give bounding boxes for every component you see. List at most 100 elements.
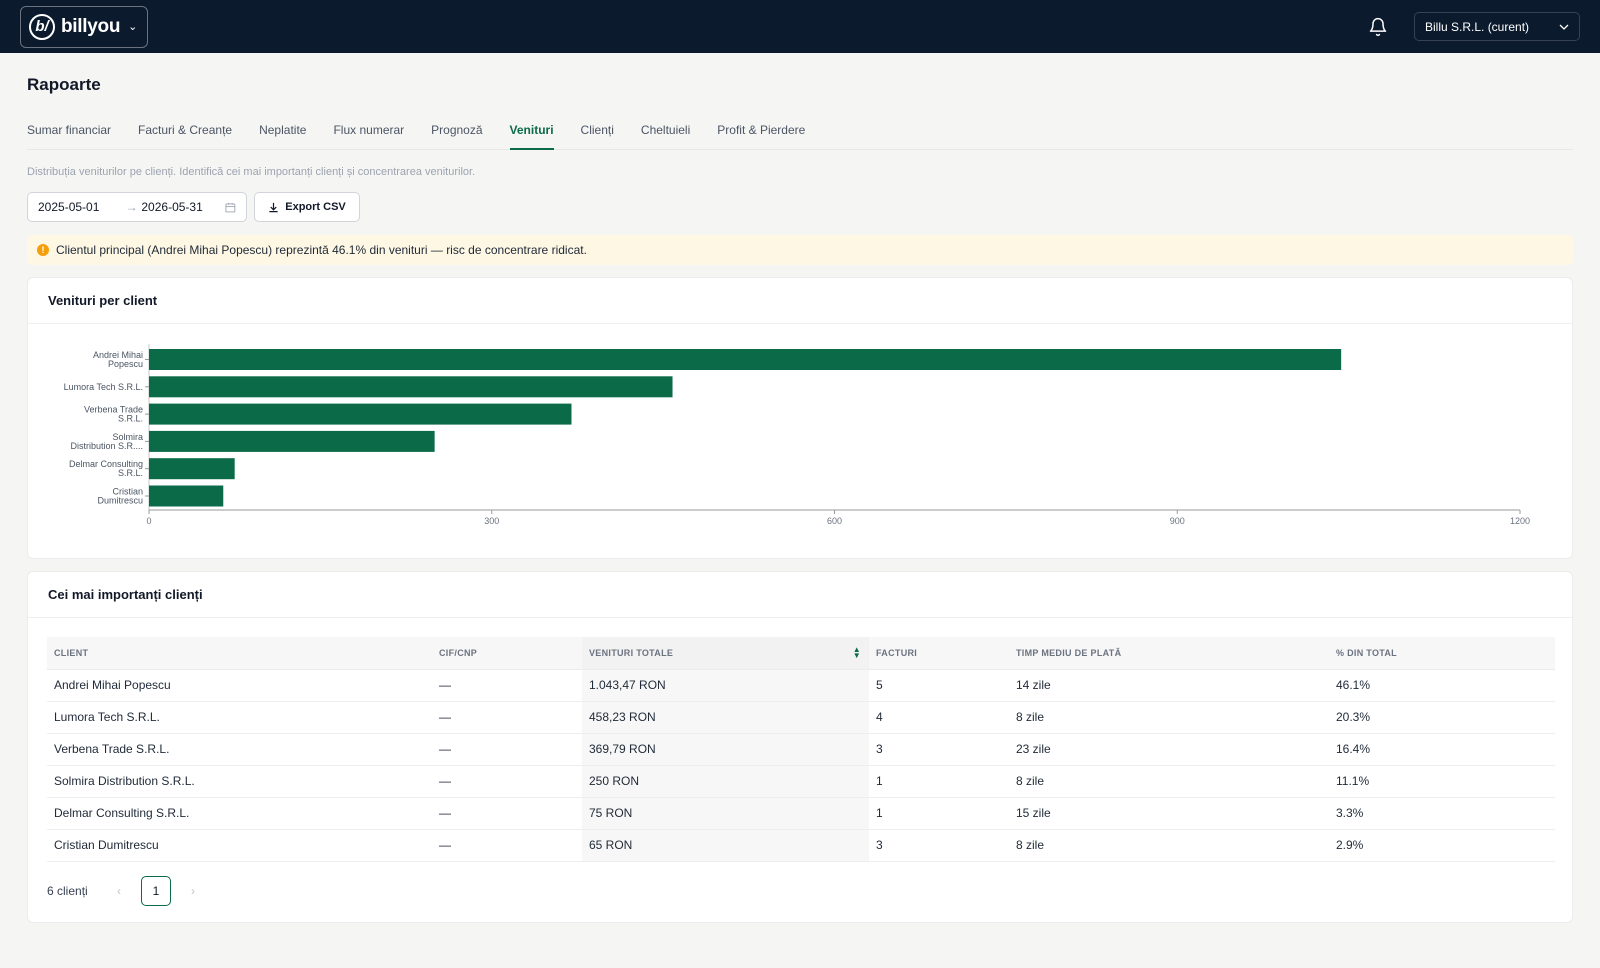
- page-description: Distribuția veniturilor pe clienți. Iden…: [27, 166, 476, 178]
- calendar-icon: [225, 202, 236, 212]
- table-cell: —: [432, 829, 582, 862]
- tab-neplatite[interactable]: Neplatite: [259, 123, 307, 137]
- table-cell: —: [432, 669, 582, 702]
- table-cell: Lumora Tech S.R.L.: [47, 701, 432, 734]
- tab-venituri[interactable]: Venituri: [509, 123, 554, 150]
- client-count: 6 clienți: [47, 883, 88, 898]
- table-row[interactable]: Andrei Mihai Popescu —1.043,47 RON 5 14 zil…: [47, 669, 1555, 702]
- category-label: Andrei Mihai Popescu: [93, 350, 143, 369]
- column-header-label: CLIENT: [54, 647, 89, 658]
- tab-sumar-financiar[interactable]: Sumar financiar: [27, 123, 112, 137]
- column-header[interactable]: CIF/CNP: [432, 637, 582, 670]
- alert-text: Clientul principal (Andrei Mihai Popescu…: [56, 243, 587, 257]
- bar[interactable]: [149, 376, 673, 398]
- table-row[interactable]: Cristian Dumitrescu —65 RON 3 8 zile 2.9%: [47, 829, 1555, 862]
- revenue-bar-chart: 0 300 600 900 1200 Andrei Mihai Popescu Lumora …: [64, 344, 1530, 526]
- next-page-icon[interactable]: ›: [191, 883, 195, 898]
- chevron-down-icon: [1559, 24, 1569, 30]
- chevron-down-icon: ⌄: [128, 21, 138, 33]
- table-row[interactable]: Lumora Tech S.R.L. —458,23 RON 4 8 zile 20.3…: [47, 701, 1555, 734]
- table-cell: 8 zile: [1009, 765, 1329, 798]
- bar[interactable]: [149, 430, 435, 452]
- table-cell: 4: [869, 701, 1009, 734]
- column-header-label: VENITURI TOTALE: [589, 647, 674, 658]
- table-cell: —: [432, 733, 582, 766]
- table-cell: 2.9%: [1329, 829, 1555, 862]
- tab-profit-pierdere[interactable]: Profit & Pierdere: [717, 123, 806, 137]
- x-tick-label: 300: [484, 516, 499, 526]
- bar[interactable]: [149, 403, 572, 425]
- top-clients-table: CLIENT CIF/CNP VENITURI TOTALE ▲ ▼ FACTURI TIM…: [47, 637, 1555, 862]
- table-body: Andrei Mihai Popescu —1.043,47 RON 5 14 zil…: [47, 669, 1555, 862]
- table-cell: 75 RON: [582, 797, 869, 830]
- column-header[interactable]: CLIENT: [47, 637, 432, 670]
- table-row[interactable]: Verbena Trade S.R.L. —369,79 RON 3 23 zile 1…: [47, 733, 1555, 766]
- table-cell: 3: [869, 829, 1009, 862]
- table-cell: Solmira Distribution S.R.L.: [47, 765, 432, 798]
- column-header[interactable]: FACTURI: [869, 637, 1009, 670]
- company-selector-label: Billu S.R.L. (curent): [1425, 19, 1530, 34]
- date-to[interactable]: 2026-05-31: [141, 200, 203, 214]
- table-card-title: Cei mai importanți clienți: [28, 572, 1572, 618]
- table-cell: 369,79 RON: [582, 733, 869, 766]
- download-icon: [269, 202, 278, 212]
- table-header-row: CLIENT CIF/CNP VENITURI TOTALE ▲ ▼ FACTURI TIM…: [47, 637, 1555, 670]
- page-title: Rapoarte: [27, 75, 101, 94]
- table-cell: 20.3%: [1329, 701, 1555, 734]
- tab-cheltuieli[interactable]: Cheltuieli: [640, 123, 691, 137]
- table-cell: —: [432, 701, 582, 734]
- table-cell: 8 zile: [1009, 829, 1329, 862]
- tab-facturi-creanțe[interactable]: Facturi & Creanțe: [138, 123, 233, 137]
- table-cell: 3: [869, 733, 1009, 766]
- bar[interactable]: [149, 458, 235, 480]
- table-row[interactable]: Delmar Consulting S.R.L. —75 RON 1 15 zile 3…: [47, 797, 1555, 830]
- table-row[interactable]: Solmira Distribution S.R.L. —250 RON 1 8 zi…: [47, 765, 1555, 798]
- date-from[interactable]: 2025-05-01: [38, 200, 100, 214]
- export-csv-label: Export CSV: [285, 201, 346, 213]
- table-cell: 3.3%: [1329, 797, 1555, 830]
- column-header-label: CIF/CNP: [439, 647, 478, 658]
- top-right-controls: Billu S.R.L. (curent): [1368, 12, 1580, 41]
- tab-prognoză[interactable]: Prognoză: [431, 123, 483, 137]
- x-tick-label: 1200: [1510, 516, 1530, 526]
- tab-clienți[interactable]: Clienți: [580, 123, 614, 137]
- brand-logo-icon: b/: [29, 13, 55, 40]
- table-cell: Andrei Mihai Popescu: [47, 669, 432, 702]
- column-header[interactable]: VENITURI TOTALE ▲ ▼: [582, 637, 869, 670]
- arrow-right-icon: →: [125, 200, 138, 214]
- x-tick-label: 900: [1170, 516, 1185, 526]
- category-label: Delmar Consulting S.R.L.: [69, 459, 143, 478]
- date-range-picker[interactable]: 2025-05-01 → 2026-05-31: [27, 192, 247, 222]
- tab-flux-numerar[interactable]: Flux numerar: [333, 123, 405, 137]
- column-header-label: FACTURI: [876, 647, 918, 658]
- report-tabs: Sumar financiar Facturi & Creanțe Neplatit…: [27, 123, 1573, 150]
- brand-switcher[interactable]: b/ billyou ⌄: [20, 5, 149, 48]
- warning-icon: !: [37, 244, 49, 256]
- bar[interactable]: [149, 349, 1342, 370]
- page-number-button[interactable]: 1: [141, 875, 171, 906]
- table-cell: Delmar Consulting S.R.L.: [47, 797, 432, 830]
- table-cell: 1: [869, 765, 1009, 798]
- sort-icon[interactable]: ▲ ▼: [852, 645, 861, 660]
- table-cell: —: [432, 765, 582, 798]
- bell-icon[interactable]: [1368, 17, 1388, 37]
- chart-area: 0 300 600 900 1200 Andrei Mihai Popescu Lumora …: [28, 324, 1572, 558]
- column-header[interactable]: TIMP MEDIU DE PLATĂ: [1009, 637, 1329, 670]
- table-cell: 8 zile: [1009, 701, 1329, 734]
- company-selector[interactable]: Billu S.R.L. (curent): [1414, 12, 1580, 41]
- table-cell: 1.043,47 RON: [582, 669, 869, 702]
- bar[interactable]: [149, 485, 224, 507]
- table-cell: 16.4%: [1329, 733, 1555, 766]
- x-tick-label: 0: [146, 516, 151, 526]
- category-label: Lumora Tech S.R.L.: [64, 382, 143, 392]
- table-cell: 23 zile: [1009, 733, 1329, 766]
- table-cell: 5: [869, 669, 1009, 702]
- top-clients-card: Cei mai importanți clienți CLIENT CIF/CNP…: [27, 571, 1573, 923]
- table-cell: —: [432, 797, 582, 830]
- export-csv-button[interactable]: Export CSV: [254, 192, 360, 222]
- prev-page-icon[interactable]: ‹: [117, 883, 121, 898]
- table-cell: 46.1%: [1329, 669, 1555, 702]
- table-cell: 65 RON: [582, 829, 869, 862]
- column-header[interactable]: % DIN TOTAL: [1329, 637, 1555, 670]
- top-bar: b/ billyou ⌄ Billu S.R.L. (curent): [0, 0, 1600, 53]
